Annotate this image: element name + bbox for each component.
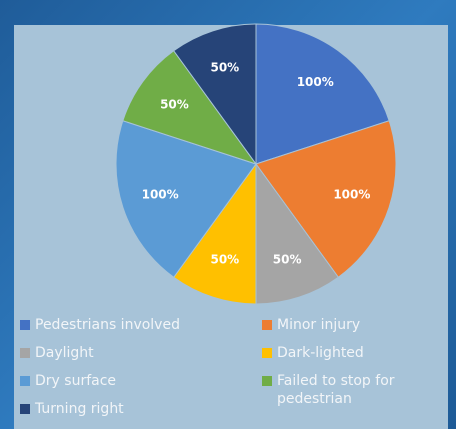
legend-label: Daylight <box>35 345 94 361</box>
legend-swatch <box>20 320 30 330</box>
pie-slice <box>255 23 390 165</box>
legend-item: Pedestrians involved <box>20 316 190 334</box>
data-label: 100% <box>333 188 370 202</box>
legend-swatch <box>262 376 272 386</box>
legend-swatch <box>262 348 272 358</box>
pie-slice <box>173 23 257 166</box>
legend-item: Failed to stop for pedestrian <box>262 372 432 408</box>
data-label: 50% <box>160 97 189 111</box>
legend-item: Daylight <box>20 344 190 362</box>
data-label: 100% <box>142 188 179 202</box>
data-label: 50% <box>273 252 302 266</box>
pie-slice <box>173 162 257 305</box>
pie-slice <box>255 120 397 278</box>
legend-swatch <box>20 404 30 414</box>
data-label: 50% <box>210 61 239 75</box>
legend-swatch <box>262 320 272 330</box>
legend-item: Minor injury <box>262 316 432 334</box>
legend-label: Dry surface <box>35 373 117 389</box>
legend-item: Dry surface <box>20 372 190 390</box>
data-label: 100% <box>297 75 334 89</box>
pie-slice <box>255 162 339 305</box>
legend-label: Pedestrians involved <box>35 317 180 333</box>
legend-label: Dark-lighted <box>277 345 364 361</box>
legend-label: Failed to stop for pedestrian <box>277 373 395 407</box>
pie-slice <box>115 120 257 278</box>
legend-item: Turning right <box>20 400 190 418</box>
legend-label: Minor injury <box>277 317 361 333</box>
legend-label: Turning right <box>35 401 124 417</box>
legend-swatch <box>20 376 30 386</box>
legend-item: Dark-lighted <box>262 344 432 362</box>
legend-swatch <box>20 348 30 358</box>
pie-slice <box>122 50 258 165</box>
data-label: 50% <box>210 252 239 266</box>
